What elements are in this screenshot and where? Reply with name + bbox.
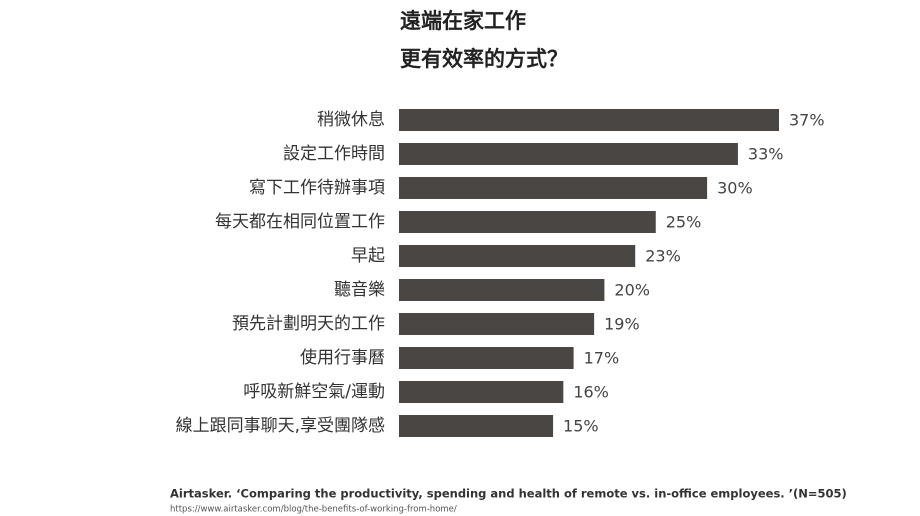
value-label: 15%	[563, 417, 599, 436]
bar	[399, 143, 738, 165]
category-label: 呼吸新鮮空氣/運動	[243, 382, 385, 402]
category-label: 線上跟同事聊天,享受團隊感	[176, 416, 385, 436]
category-label: 聽音樂	[334, 280, 385, 300]
category-label: 每天都在相同位置工作	[215, 212, 385, 232]
category-label: 預先計劃明天的工作	[232, 314, 385, 334]
category-label: 稍微休息	[317, 110, 385, 130]
bar	[399, 245, 636, 267]
value-label: 19%	[604, 315, 640, 334]
chart-title-line: 更有效率的方式？	[400, 47, 568, 71]
bar	[399, 279, 605, 301]
bar	[399, 109, 779, 131]
value-label: 17%	[584, 349, 620, 368]
bar	[399, 415, 554, 437]
chart-title-line: 遠端在家工作	[400, 9, 526, 33]
bar	[399, 177, 708, 199]
bar	[399, 313, 595, 335]
category-label: 早起	[351, 246, 385, 266]
bar	[399, 347, 574, 369]
category-label: 使用行事曆	[300, 347, 385, 368]
source: Airtasker. ‘Comparing the productivity, …	[170, 487, 847, 501]
category-label: 寫下工作待辦事項	[249, 178, 385, 198]
value-label: 16%	[573, 383, 609, 402]
value-label: 25%	[666, 213, 702, 232]
value-label: 30%	[717, 179, 753, 198]
value-label: 37%	[789, 111, 825, 130]
value-label: 23%	[645, 247, 681, 266]
bar	[399, 211, 656, 233]
value-label: 33%	[748, 145, 784, 164]
value-label: 20%	[614, 281, 650, 300]
source-url: https://www.airtasker.com/blog/the-benef…	[170, 505, 457, 515]
bar	[399, 381, 564, 403]
category-label: 設定工作時間	[283, 144, 385, 164]
